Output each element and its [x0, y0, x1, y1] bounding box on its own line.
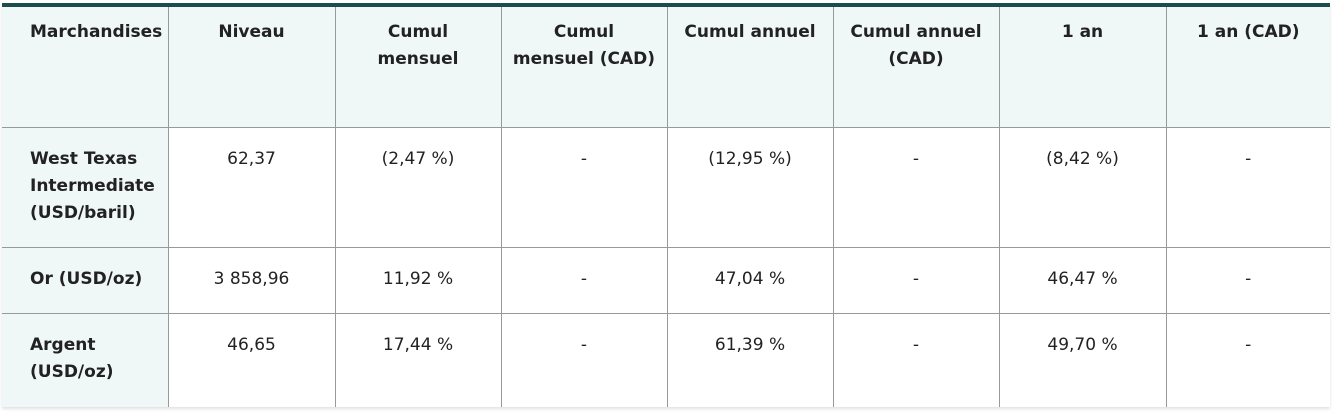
cell-1-an-cad: - [1165, 246, 1330, 314]
cell-1-an-cad: - [1165, 312, 1330, 407]
cell-cumul-annuel-cad: - [832, 126, 1000, 248]
commodity-name: Argent (USD/oz) [2, 312, 169, 407]
header-cumul-annuel: Cumul annuel [666, 7, 834, 128]
commodities-table: Marchandises Niveau Cumul mensuel Cumul … [2, 7, 1330, 407]
table-row: Argent (USD/oz) 46,65 17,44 % - 61,39 % … [2, 312, 1330, 407]
cell-cumul-annuel-cad: - [832, 246, 1000, 314]
header-cumul-mensuel-cad: Cumul mensuel (CAD) [500, 7, 668, 128]
cell-cumul-mensuel: 11,92 % [334, 246, 502, 314]
cell-cumul-annuel: (12,95 %) [666, 126, 834, 248]
header-row: Marchandises Niveau Cumul mensuel Cumul … [2, 7, 1330, 128]
cell-1-an-cad: - [1165, 126, 1330, 248]
header-1-an-cad: 1 an (CAD) [1165, 7, 1330, 128]
commodities-table-container: Marchandises Niveau Cumul mensuel Cumul … [2, 3, 1330, 407]
header-cumul-annuel-cad: Cumul annuel (CAD) [832, 7, 1000, 128]
cell-cumul-annuel: 47,04 % [666, 246, 834, 314]
cell-niveau: 46,65 [167, 312, 336, 407]
cell-1-an: 49,70 % [998, 312, 1167, 407]
table-row: Or (USD/oz) 3 858,96 11,92 % - 47,04 % -… [2, 246, 1330, 314]
cell-cumul-mensuel: (2,47 %) [334, 126, 502, 248]
header-marchandises: Marchandises [2, 7, 169, 128]
header-1-an: 1 an [998, 7, 1167, 128]
cell-niveau: 3 858,96 [167, 246, 336, 314]
commodity-name: West Texas Intermediate (USD/baril) [2, 126, 169, 248]
cell-cumul-annuel: 61,39 % [666, 312, 834, 407]
cell-1-an: (8,42 %) [998, 126, 1167, 248]
header-cumul-mensuel: Cumul mensuel [334, 7, 502, 128]
cell-1-an: 46,47 % [998, 246, 1167, 314]
cell-cumul-mensuel: 17,44 % [334, 312, 502, 407]
cell-cumul-mensuel-cad: - [500, 312, 668, 407]
cell-cumul-mensuel-cad: - [500, 246, 668, 314]
commodity-name: Or (USD/oz) [2, 246, 169, 314]
cell-cumul-annuel-cad: - [832, 312, 1000, 407]
table-row: West Texas Intermediate (USD/baril) 62,3… [2, 126, 1330, 248]
header-niveau: Niveau [167, 7, 336, 128]
cell-niveau: 62,37 [167, 126, 336, 248]
cell-cumul-mensuel-cad: - [500, 126, 668, 248]
